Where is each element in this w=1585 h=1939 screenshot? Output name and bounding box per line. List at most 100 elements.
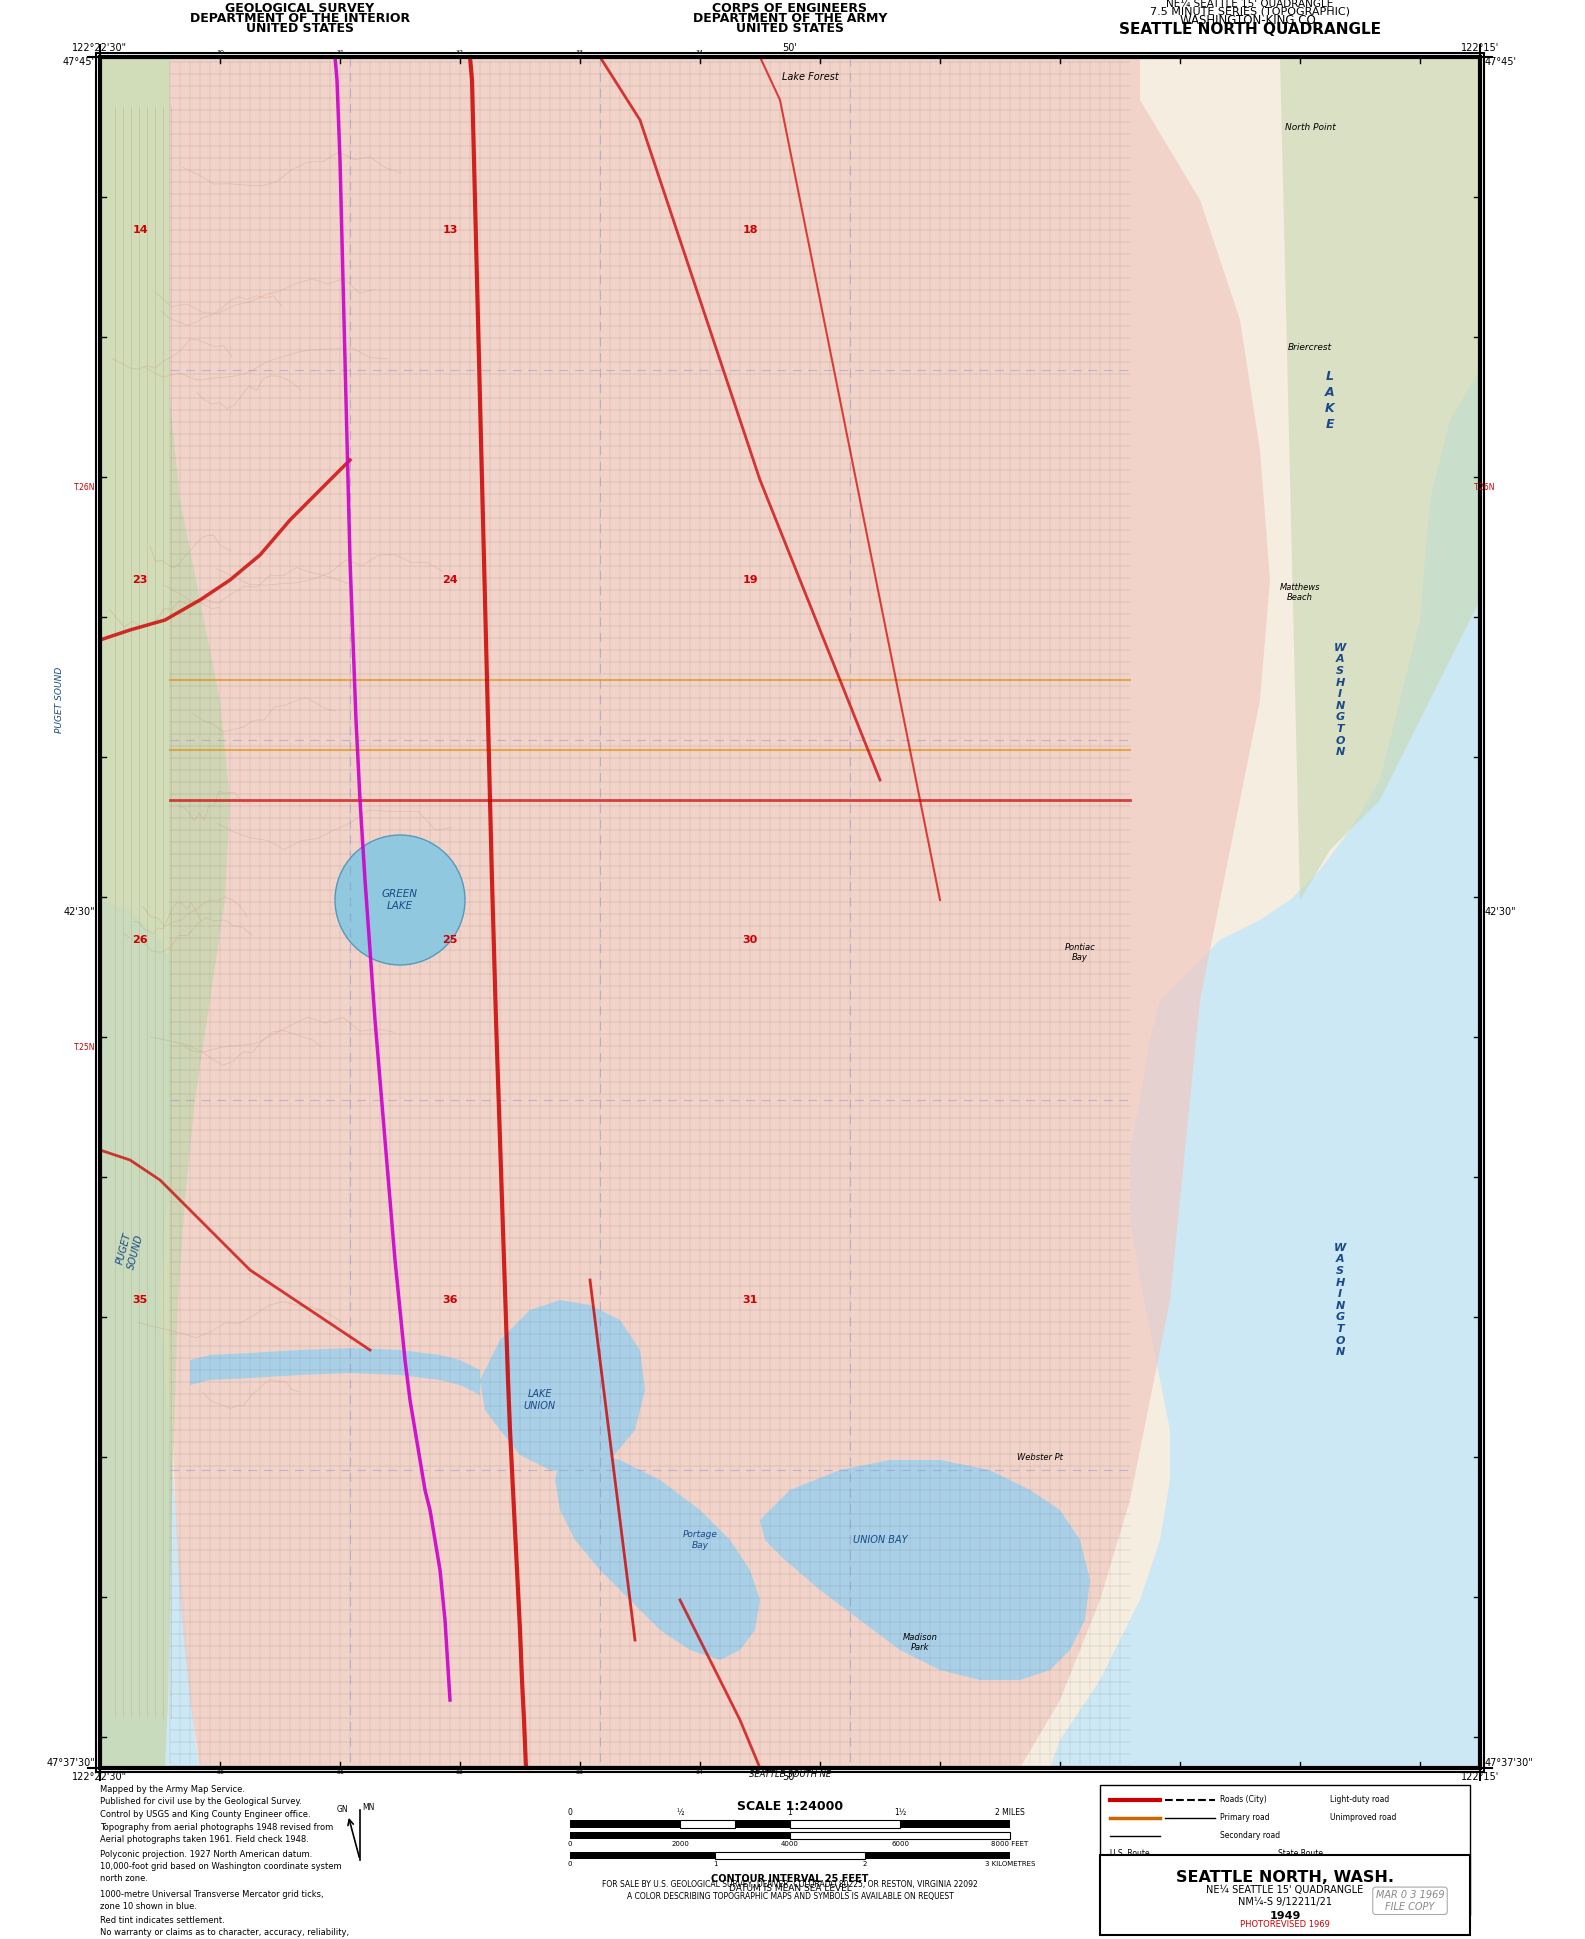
Text: DEPARTMENT OF THE ARMY: DEPARTMENT OF THE ARMY <box>693 12 888 25</box>
Text: 42'30": 42'30" <box>63 907 95 917</box>
Text: North Point: North Point <box>1284 122 1336 132</box>
Text: 19: 19 <box>742 576 758 586</box>
Text: 6000: 6000 <box>891 1840 910 1848</box>
Text: 2: 2 <box>862 1861 867 1867</box>
Bar <box>680 1821 735 1828</box>
Polygon shape <box>190 1348 480 1394</box>
Text: ½: ½ <box>677 1807 683 1817</box>
Text: PUGET SOUND: PUGET SOUND <box>55 667 65 733</box>
Text: DATUM IS MEAN SEA LEVEL: DATUM IS MEAN SEA LEVEL <box>729 1885 851 1892</box>
Text: 30: 30 <box>216 1770 223 1774</box>
Text: Matthews
Beach: Matthews Beach <box>1279 582 1320 601</box>
Text: Pontiac
Bay: Pontiac Bay <box>1065 942 1095 962</box>
Text: 1000-metre Universal Transverse Mercator grid ticks,: 1000-metre Universal Transverse Mercator… <box>100 1891 323 1898</box>
Text: 4000: 4000 <box>781 1840 799 1848</box>
Text: 1949: 1949 <box>1270 1912 1301 1922</box>
Text: 34: 34 <box>696 1770 704 1774</box>
Polygon shape <box>100 900 200 1768</box>
Text: 50': 50' <box>783 43 797 52</box>
Bar <box>100 56 1480 1768</box>
Text: W
A
S
H
I
N
G
T
O
N: W A S H I N G T O N <box>1335 644 1346 758</box>
Bar <box>789 1832 1010 1838</box>
Bar <box>715 1852 865 1860</box>
Text: GN: GN <box>336 1805 347 1815</box>
Text: Control by USGS and King County Engineer office.: Control by USGS and King County Engineer… <box>100 1809 311 1819</box>
Polygon shape <box>555 1450 759 1660</box>
Text: A COLOR DESCRIBING TOPOGRAPHIC MAPS AND SYMBOLS IS AVAILABLE ON REQUEST: A COLOR DESCRIBING TOPOGRAPHIC MAPS AND … <box>626 1892 953 1900</box>
Text: 122°15': 122°15' <box>1461 43 1499 52</box>
Bar <box>571 1852 715 1860</box>
Polygon shape <box>1281 56 1480 900</box>
Polygon shape <box>1049 56 1480 1768</box>
Text: NE¼ SEATTLE 15' QUADRANGLE: NE¼ SEATTLE 15' QUADRANGLE <box>1206 1885 1363 1894</box>
Bar <box>1100 1786 1469 1916</box>
Text: NE¼ SEATTLE 15' QUADRANGLE: NE¼ SEATTLE 15' QUADRANGLE <box>1167 0 1333 10</box>
Text: 23: 23 <box>132 576 147 586</box>
Text: FOR SALE BY U.S. GEOLOGICAL SURVEY, DENVER, COLORADO 80225, OR RESTON, VIRGINIA : FOR SALE BY U.S. GEOLOGICAL SURVEY, DENV… <box>602 1881 978 1889</box>
Text: SEATTLE NORTH QUADRANGLE: SEATTLE NORTH QUADRANGLE <box>1119 23 1381 37</box>
Text: Polyconic projection. 1927 North American datum.: Polyconic projection. 1927 North America… <box>100 1850 312 1860</box>
Text: DEPARTMENT OF THE INTERIOR: DEPARTMENT OF THE INTERIOR <box>190 12 411 25</box>
Text: Roads (City): Roads (City) <box>1220 1796 1266 1805</box>
Text: 2 MILES: 2 MILES <box>995 1807 1025 1817</box>
Text: 36: 36 <box>442 1295 458 1305</box>
Text: 0: 0 <box>567 1861 572 1867</box>
Text: L
A
K
E: L A K E <box>1325 370 1335 430</box>
Text: 35: 35 <box>133 1295 147 1305</box>
Text: 32: 32 <box>456 1770 464 1774</box>
Polygon shape <box>480 1299 645 1476</box>
Text: 33: 33 <box>575 1770 583 1774</box>
Text: PUGET
SOUND: PUGET SOUND <box>116 1229 146 1270</box>
Text: MN: MN <box>361 1803 374 1813</box>
Text: W
A
S
H
I
N
G
T
O
N: W A S H I N G T O N <box>1335 1243 1346 1357</box>
Text: 25: 25 <box>442 935 458 944</box>
Text: No warranty or claims as to character, accuracy, reliability,: No warranty or claims as to character, a… <box>100 1927 349 1937</box>
Text: Briercrest: Briercrest <box>1289 343 1331 353</box>
Text: 33: 33 <box>575 50 583 54</box>
Text: 47°37'30": 47°37'30" <box>1485 1759 1534 1768</box>
Bar <box>789 1821 900 1828</box>
Bar <box>900 1821 1010 1828</box>
Text: 30: 30 <box>216 50 223 54</box>
Polygon shape <box>170 56 1270 1768</box>
Text: 122°22'30": 122°22'30" <box>73 43 127 52</box>
Text: Red tint indicates settlement.: Red tint indicates settlement. <box>100 1916 225 1925</box>
Bar <box>571 1821 680 1828</box>
Text: Portage
Bay: Portage Bay <box>683 1530 718 1549</box>
Text: T.26N: T.26N <box>1474 483 1495 493</box>
Text: WASHINGTON-KING CO.: WASHINGTON-KING CO. <box>1181 14 1319 27</box>
Text: 30: 30 <box>742 935 758 944</box>
Text: NM¼-S 9/12211/21: NM¼-S 9/12211/21 <box>1238 1896 1331 1906</box>
Text: Published for civil use by the Geological Survey.: Published for civil use by the Geologica… <box>100 1797 301 1805</box>
Text: T.26N: T.26N <box>74 483 95 493</box>
Text: 31: 31 <box>742 1295 758 1305</box>
Text: UNITED STATES: UNITED STATES <box>735 21 843 35</box>
Text: 24: 24 <box>442 576 458 586</box>
Text: Light-duty road: Light-duty road <box>1330 1796 1388 1805</box>
Text: 13: 13 <box>442 225 458 235</box>
Text: UNITED STATES: UNITED STATES <box>246 21 353 35</box>
Text: T.25N: T.25N <box>74 1043 95 1053</box>
Text: 14: 14 <box>132 225 147 235</box>
Bar <box>865 1852 1010 1860</box>
Text: 34: 34 <box>696 50 704 54</box>
Text: GREEN
LAKE: GREEN LAKE <box>382 890 418 911</box>
Text: Topography from aerial photographs 1948 revised from: Topography from aerial photographs 1948 … <box>100 1823 333 1832</box>
Text: 1½: 1½ <box>894 1807 907 1817</box>
Bar <box>571 1832 789 1838</box>
Text: 7.5 MINUTE SERIES (TOPOGRAPHIC): 7.5 MINUTE SERIES (TOPOGRAPHIC) <box>1151 8 1350 17</box>
Text: Secondary road: Secondary road <box>1220 1832 1281 1840</box>
Text: LAKE
UNION: LAKE UNION <box>525 1388 556 1412</box>
Text: 42'30": 42'30" <box>1485 907 1517 917</box>
Text: 122°22'30": 122°22'30" <box>73 1772 127 1782</box>
Text: 0: 0 <box>567 1807 572 1817</box>
Text: GEOLOGICAL SURVEY: GEOLOGICAL SURVEY <box>225 2 374 14</box>
Text: U.S. Route: U.S. Route <box>1110 1850 1149 1858</box>
Circle shape <box>334 836 464 966</box>
Text: SEATTLE NORTH, WASH.: SEATTLE NORTH, WASH. <box>1176 1869 1393 1885</box>
Text: UNION BAY: UNION BAY <box>853 1536 907 1545</box>
Polygon shape <box>100 56 230 1768</box>
Text: 8000 FEET: 8000 FEET <box>991 1840 1029 1848</box>
Text: Mapped by the Army Map Service.: Mapped by the Army Map Service. <box>100 1786 246 1794</box>
Bar <box>1100 1856 1469 1935</box>
